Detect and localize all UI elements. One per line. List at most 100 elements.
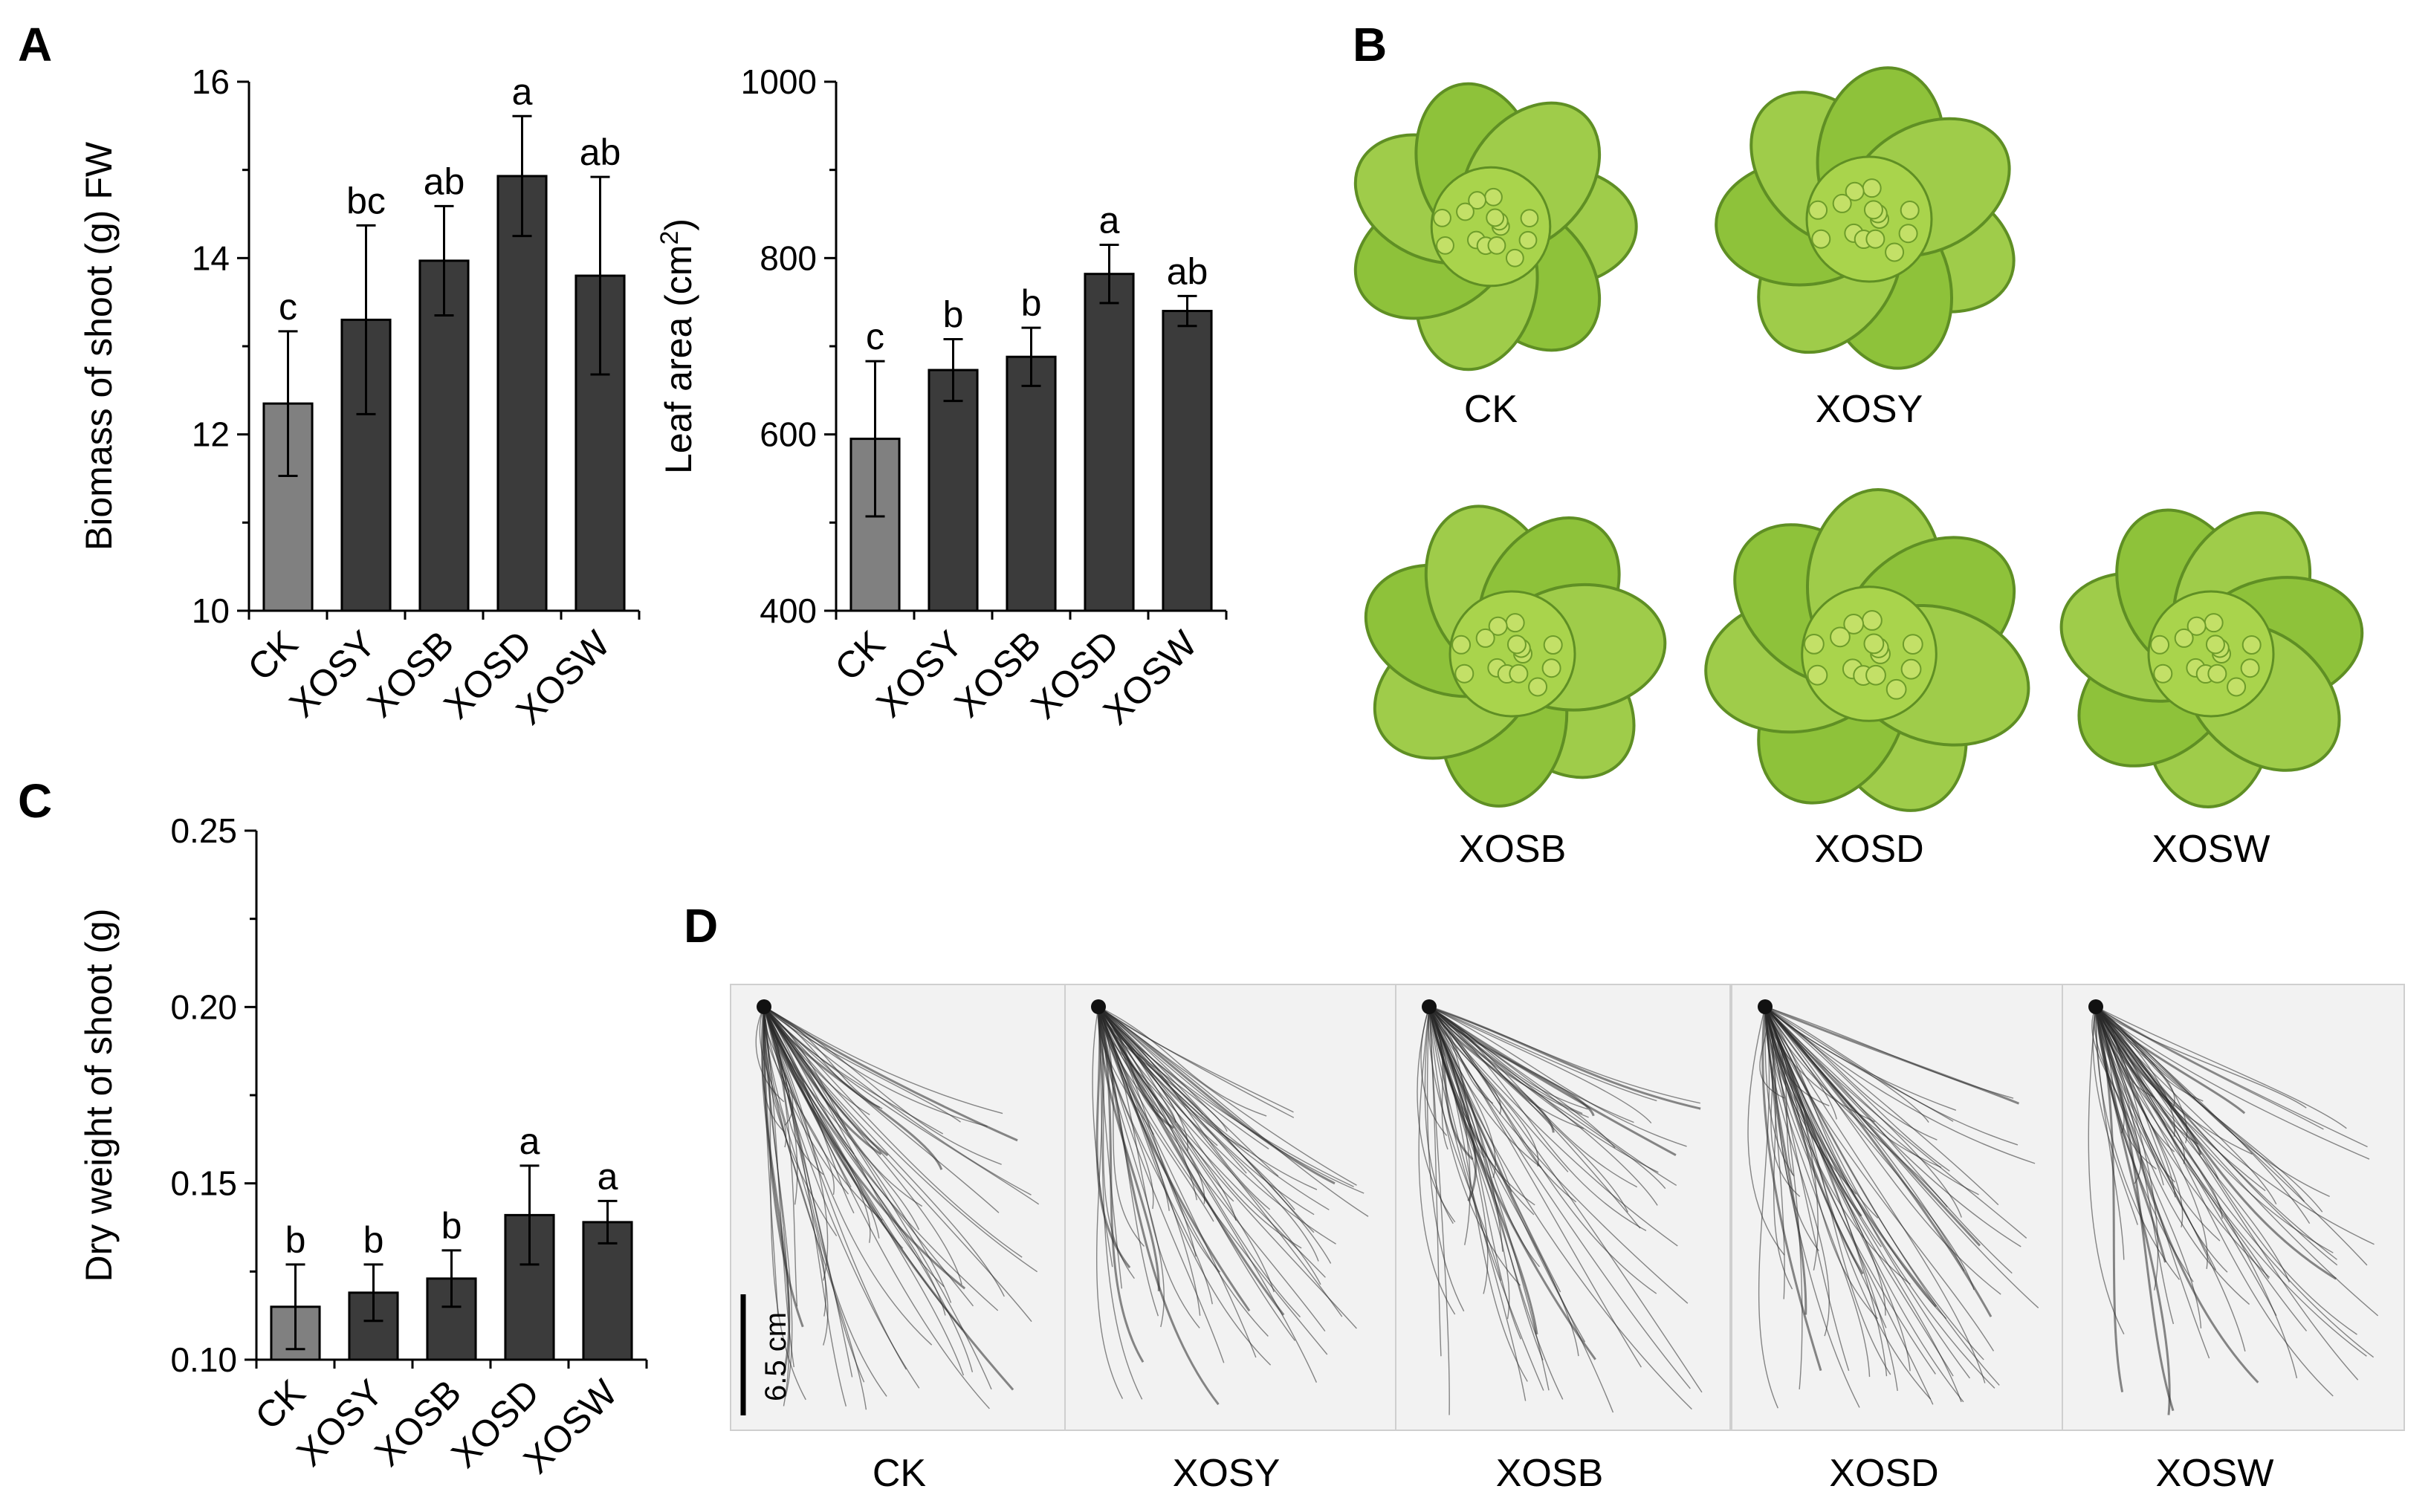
plant-label-ck: CK (1464, 388, 1518, 431)
leaf-curl (1811, 229, 1831, 249)
root-strand (1764, 1006, 1795, 1177)
root-strand (1428, 1006, 1647, 1232)
root-strand (1764, 1006, 1986, 1383)
root-strand (1098, 1006, 1203, 1115)
root-strand (1428, 1006, 1577, 1203)
leaf-curl (1543, 635, 1563, 655)
root-strand (1764, 1006, 1979, 1195)
dryweight-ytick-label: 0.15 (170, 1164, 237, 1203)
leaf-curl (1845, 181, 1865, 201)
root-strand (1428, 1006, 1641, 1229)
leaf-curl (1436, 236, 1454, 255)
root-strand (763, 1006, 798, 1307)
root-strand (1764, 1006, 1995, 1352)
dryweight-errorbar-xosw (598, 1199, 618, 1245)
leaf-curl (2153, 663, 2173, 684)
leaf-curl (2186, 616, 2207, 636)
root-strand (2095, 1006, 2347, 1129)
leafarea-errorbar-xosb (1021, 326, 1041, 387)
plant-label-xosy: XOSY (1816, 388, 1923, 431)
root-strand (1098, 1006, 1295, 1118)
root-strand (2095, 1006, 2307, 1109)
root-strand (763, 1006, 992, 1390)
root-strand (1764, 1006, 2021, 1247)
root-strand (1764, 1006, 1999, 1206)
leaf-curl (1808, 200, 1828, 220)
leafarea-bar-xosw (1162, 310, 1213, 612)
biomass-errorbar-xosw (590, 175, 610, 376)
root-strand (1098, 1006, 1321, 1285)
root-label-ck: CK (873, 1452, 927, 1495)
root-strand (1764, 1006, 2014, 1099)
leafarea-ytick-label: 400 (760, 591, 817, 630)
leafarea-sig-xosb: b (1021, 282, 1042, 324)
root-strand (763, 1006, 1005, 1297)
root-strand (1098, 1006, 1213, 1305)
biomass-errorbar-xosb (434, 204, 454, 317)
root-strand (2095, 1006, 2370, 1160)
root-strand (1428, 1006, 1703, 1393)
root-strand (1098, 1006, 1301, 1318)
leaf-curl (1505, 248, 1524, 267)
root-strand (763, 1006, 923, 1207)
leafarea-errorbar-xosd (1099, 244, 1119, 305)
root-strand (1764, 1006, 1938, 1308)
biomass-ylabel: Biomass of shoot (g) FW (78, 141, 120, 551)
root-strand (1428, 1006, 1503, 1252)
root-strand (763, 1006, 806, 1401)
leaf-curl (1484, 187, 1503, 207)
root-strand (2095, 1006, 2250, 1305)
root-strand (2095, 1006, 2305, 1202)
root-strand (2091, 1006, 2125, 1134)
plant-photos-panel (1353, 66, 2364, 812)
root-strand (763, 1006, 965, 1376)
leafarea-errorbar-xosy (943, 338, 963, 403)
plant-label-xosd: XOSD (1814, 828, 1923, 871)
leaf-curl (1475, 628, 1495, 648)
root-strand (1097, 1006, 1154, 1135)
root-strand (1428, 1006, 1588, 1110)
root-strand (1098, 1006, 1159, 1317)
root-strand (1764, 1006, 1911, 1372)
leaf-curl (2205, 635, 2225, 655)
biomass-ytick-label: 14 (192, 239, 230, 277)
root-strand (1428, 1006, 1541, 1268)
leafarea-ylabel: Leaf area (cm2) (656, 218, 699, 474)
leaf-curl (2227, 677, 2247, 697)
root-strand (1764, 1006, 1793, 1175)
root-strand (2095, 1006, 2219, 1180)
root-strand (1758, 1006, 1778, 1409)
dryweight-ytick-label: 0.10 (170, 1340, 237, 1379)
root-strand (1098, 1006, 1214, 1222)
root-strand (2088, 1006, 2125, 1335)
leaf-curl (1528, 677, 1548, 697)
leafarea-errorbar-ck (865, 360, 885, 518)
root-strand (1098, 1006, 1315, 1216)
leaf-curl (2174, 628, 2194, 648)
root-strand (2095, 1006, 2202, 1328)
root-strand (1428, 1006, 1522, 1340)
leaf-curl (1900, 201, 1920, 221)
root-strand (1764, 1006, 2019, 1146)
biomass-xtick-ck: CK (240, 623, 306, 689)
root-strand (763, 1006, 904, 1249)
root-strand (759, 1006, 787, 1148)
root-strand (1764, 1006, 2039, 1308)
root-strand (763, 1006, 829, 1281)
root-crown (1091, 999, 1106, 1014)
biomass-sig-xosd: a (512, 71, 533, 112)
root-strand (1098, 1006, 1143, 1400)
root-strand (1098, 1006, 1343, 1317)
leafarea-xtick-ck: CK (827, 623, 893, 689)
root-strand (1428, 1006, 1691, 1389)
biomass-bar-xosb (418, 259, 470, 612)
leafarea-sig-xosw: ab (1167, 250, 1208, 292)
leaf-curl (1862, 610, 1883, 631)
dryweight-errorbar-xosb (441, 1249, 462, 1308)
leaf-curl (1865, 229, 1885, 249)
dryweight-ytick-label: 0.20 (170, 987, 237, 1026)
root-strand (1098, 1006, 1315, 1233)
root-strand (2095, 1006, 2253, 1155)
plant-label-xosb: XOSB (1459, 828, 1567, 871)
